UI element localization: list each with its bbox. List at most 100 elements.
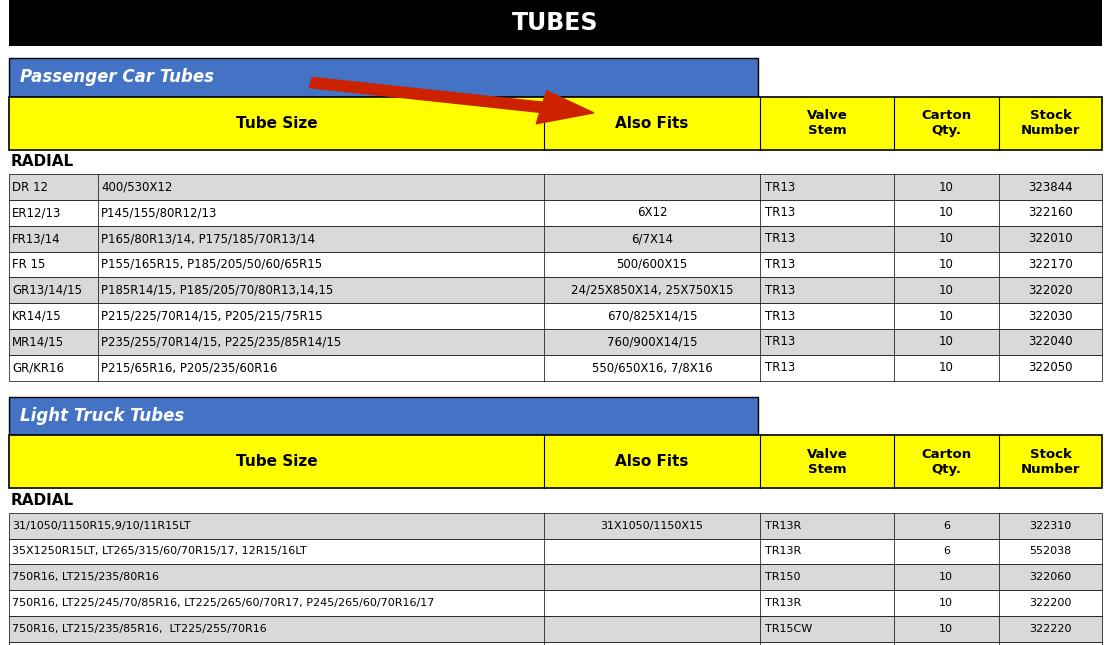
Text: 322030: 322030 — [1028, 310, 1073, 322]
Bar — [9, 513, 1102, 539]
FancyArrow shape — [310, 77, 594, 124]
Bar — [9, 174, 1102, 200]
Text: 760/900X14/15: 760/900X14/15 — [607, 335, 697, 348]
Text: 322020: 322020 — [1028, 284, 1073, 297]
Text: P215/65R16, P205/235/60R16: P215/65R16, P205/235/60R16 — [101, 361, 278, 374]
Text: 10: 10 — [939, 361, 953, 374]
Text: TR13: TR13 — [765, 361, 795, 374]
Text: Carton
Qty.: Carton Qty. — [921, 109, 971, 137]
Text: 322160: 322160 — [1028, 206, 1073, 219]
Text: KR14/15: KR14/15 — [12, 310, 62, 322]
Text: 10: 10 — [939, 598, 953, 608]
Bar — [9, 590, 1102, 616]
Text: 10: 10 — [939, 232, 953, 245]
Bar — [9, 564, 1102, 590]
Text: GR/KR16: GR/KR16 — [12, 361, 64, 374]
Text: TR13R: TR13R — [765, 546, 801, 557]
Bar — [9, 355, 1102, 381]
Text: 750R16, LT225/245/70/85R16, LT225/265/60/70R17, P245/265/60/70R16/17: 750R16, LT225/245/70/85R16, LT225/265/60… — [12, 598, 435, 608]
Text: RADIAL: RADIAL — [11, 154, 74, 170]
Text: FR13/14: FR13/14 — [12, 232, 61, 245]
Text: TR13: TR13 — [765, 284, 795, 297]
Text: TUBES: TUBES — [513, 11, 598, 35]
Text: Carton
Qty.: Carton Qty. — [921, 448, 971, 476]
Bar — [9, 97, 1102, 150]
Text: 10: 10 — [939, 572, 953, 582]
Text: Stock
Number: Stock Number — [1021, 448, 1080, 476]
Bar — [9, 303, 1102, 329]
Text: TR15CW: TR15CW — [765, 624, 813, 634]
Text: GR13/14/15: GR13/14/15 — [12, 284, 82, 297]
Text: 322040: 322040 — [1028, 335, 1073, 348]
Text: 322310: 322310 — [1029, 521, 1072, 531]
Text: 400/530X12: 400/530X12 — [101, 181, 172, 194]
Bar — [9, 277, 1102, 303]
Text: Tube Size: Tube Size — [235, 115, 317, 131]
Text: P185R14/15, P185/205/70/80R13,14,15: P185R14/15, P185/205/70/80R13,14,15 — [101, 284, 333, 297]
Text: 550/650X16, 7/8X16: 550/650X16, 7/8X16 — [592, 361, 713, 374]
Text: TR13: TR13 — [765, 232, 795, 245]
Text: 322200: 322200 — [1029, 598, 1072, 608]
Text: 750R16, LT215/235/85R16,  LT225/255/70R16: 750R16, LT215/235/85R16, LT225/255/70R16 — [12, 624, 268, 634]
Bar — [9, 616, 1102, 642]
Text: FR 15: FR 15 — [12, 258, 46, 271]
Text: 31/1050/1150R15,9/10/11R15LT: 31/1050/1150R15,9/10/11R15LT — [12, 521, 191, 531]
Text: 10: 10 — [939, 181, 953, 194]
Text: 322220: 322220 — [1029, 624, 1072, 634]
Text: TR13: TR13 — [765, 335, 795, 348]
Text: 670/825X14/15: 670/825X14/15 — [607, 310, 697, 322]
Text: P235/255/70R14/15, P225/235/85R14/15: P235/255/70R14/15, P225/235/85R14/15 — [101, 335, 341, 348]
Bar — [9, 539, 1102, 564]
Text: 552038: 552038 — [1029, 546, 1072, 557]
Text: 323844: 323844 — [1028, 181, 1073, 194]
Text: 10: 10 — [939, 310, 953, 322]
Bar — [9, 329, 1102, 355]
Text: 10: 10 — [939, 624, 953, 634]
Bar — [9, 58, 758, 97]
Text: TR13R: TR13R — [765, 598, 801, 608]
Text: 6: 6 — [942, 546, 950, 557]
Text: TR13R: TR13R — [765, 521, 801, 531]
Bar — [9, 252, 1102, 277]
Text: 750R16, LT215/235/80R16: 750R16, LT215/235/80R16 — [12, 572, 159, 582]
Text: 500/600X15: 500/600X15 — [616, 258, 688, 271]
Text: TR13: TR13 — [765, 181, 795, 194]
Text: TR13: TR13 — [765, 206, 795, 219]
Bar — [9, 642, 1102, 645]
Bar — [9, 435, 1102, 488]
Text: 10: 10 — [939, 206, 953, 219]
Text: Valve
Stem: Valve Stem — [807, 109, 847, 137]
Bar — [9, 200, 1102, 226]
Text: MR14/15: MR14/15 — [12, 335, 64, 348]
Text: 24/25X850X14, 25X750X15: 24/25X850X14, 25X750X15 — [571, 284, 734, 297]
Text: Tube Size: Tube Size — [235, 454, 317, 470]
Text: Passenger Car Tubes: Passenger Car Tubes — [20, 68, 214, 86]
Text: 6/7X14: 6/7X14 — [632, 232, 673, 245]
Bar — [9, 226, 1102, 252]
Text: P165/80R13/14, P175/185/70R13/14: P165/80R13/14, P175/185/70R13/14 — [101, 232, 315, 245]
Text: TR13: TR13 — [765, 258, 795, 271]
Bar — [9, 397, 758, 435]
Text: 6: 6 — [942, 521, 950, 531]
Text: Light Truck Tubes: Light Truck Tubes — [20, 407, 184, 425]
Text: Also Fits: Also Fits — [615, 454, 689, 470]
Text: 31X1050/1150X15: 31X1050/1150X15 — [601, 521, 704, 531]
Text: Also Fits: Also Fits — [615, 115, 689, 131]
Text: 322170: 322170 — [1028, 258, 1073, 271]
Text: 322060: 322060 — [1029, 572, 1072, 582]
Text: 10: 10 — [939, 258, 953, 271]
Text: 322010: 322010 — [1028, 232, 1073, 245]
Text: 10: 10 — [939, 284, 953, 297]
Text: RADIAL: RADIAL — [11, 493, 74, 508]
Text: 322050: 322050 — [1028, 361, 1073, 374]
Text: 6X12: 6X12 — [637, 206, 667, 219]
Text: 35X1250R15LT, LT265/315/60/70R15/17, 12R15/16LT: 35X1250R15LT, LT265/315/60/70R15/17, 12R… — [12, 546, 307, 557]
Text: Valve
Stem: Valve Stem — [807, 448, 847, 476]
Text: ER12/13: ER12/13 — [12, 206, 61, 219]
Text: P155/165R15, P185/205/50/60/65R15: P155/165R15, P185/205/50/60/65R15 — [101, 258, 322, 271]
Text: Stock
Number: Stock Number — [1021, 109, 1080, 137]
Text: TR13: TR13 — [765, 310, 795, 322]
Text: DR 12: DR 12 — [12, 181, 48, 194]
Text: TR150: TR150 — [765, 572, 800, 582]
Text: 10: 10 — [939, 335, 953, 348]
